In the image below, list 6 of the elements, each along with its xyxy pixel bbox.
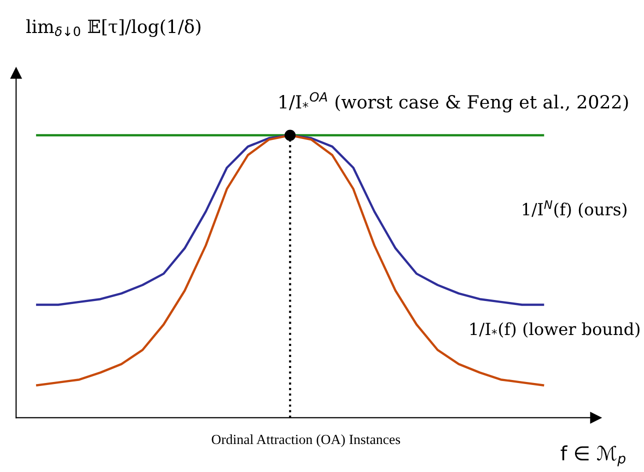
annotation: 1/I$^{N}$(f) (ours) xyxy=(522,200,626,218)
x-axis-title: Ordinal Attraction (OA) Instances xyxy=(212,434,400,447)
text: lim$_{δ↓0}$ 𝔼[τ]/log(1/δ) xyxy=(26,19,200,37)
annotation: 1/I$_{*}$(f) (lower bound) xyxy=(470,322,640,338)
text: f ∈ ℳ$_{p}$ xyxy=(560,445,626,466)
text: 1/I$_{*}$$^{OA}$ (worst case & Feng et al., 2022) xyxy=(280,92,628,112)
